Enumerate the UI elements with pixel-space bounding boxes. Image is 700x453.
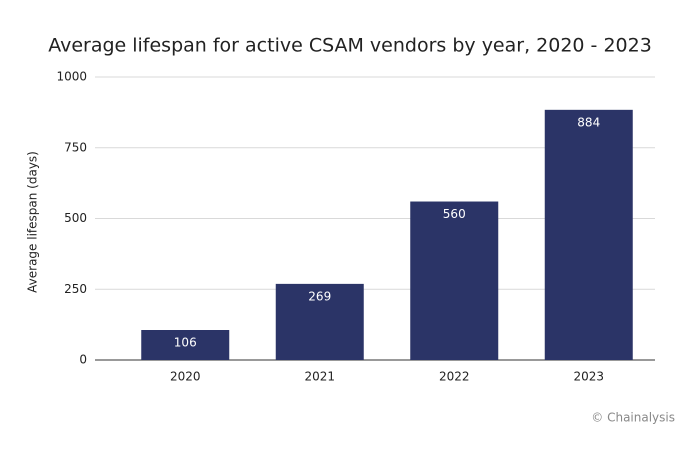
bar bbox=[544, 109, 633, 360]
y-tick-label: 250 bbox=[64, 282, 87, 296]
bar bbox=[141, 330, 230, 360]
y-tick-label: 0 bbox=[79, 353, 87, 367]
y-axis-label: Average lifespan (days) bbox=[26, 151, 40, 293]
data-label: 884 bbox=[577, 115, 600, 129]
y-tick-label: 1000 bbox=[56, 70, 87, 84]
data-label: 560 bbox=[443, 207, 466, 221]
y-tick-label: 750 bbox=[64, 140, 87, 154]
y-tick-label: 500 bbox=[64, 211, 87, 225]
x-tick-label: 2020 bbox=[170, 370, 201, 384]
bar bbox=[275, 283, 364, 360]
chart-title: Average lifespan for active CSAM vendors… bbox=[48, 35, 652, 57]
data-label: 106 bbox=[174, 336, 197, 350]
x-tick-label: 2022 bbox=[439, 370, 470, 384]
x-tick-label: 2023 bbox=[573, 370, 604, 384]
bar bbox=[410, 201, 499, 360]
x-tick-label: 2021 bbox=[304, 370, 335, 384]
credit: © Chainalysis bbox=[591, 411, 675, 425]
data-label: 269 bbox=[308, 289, 331, 303]
